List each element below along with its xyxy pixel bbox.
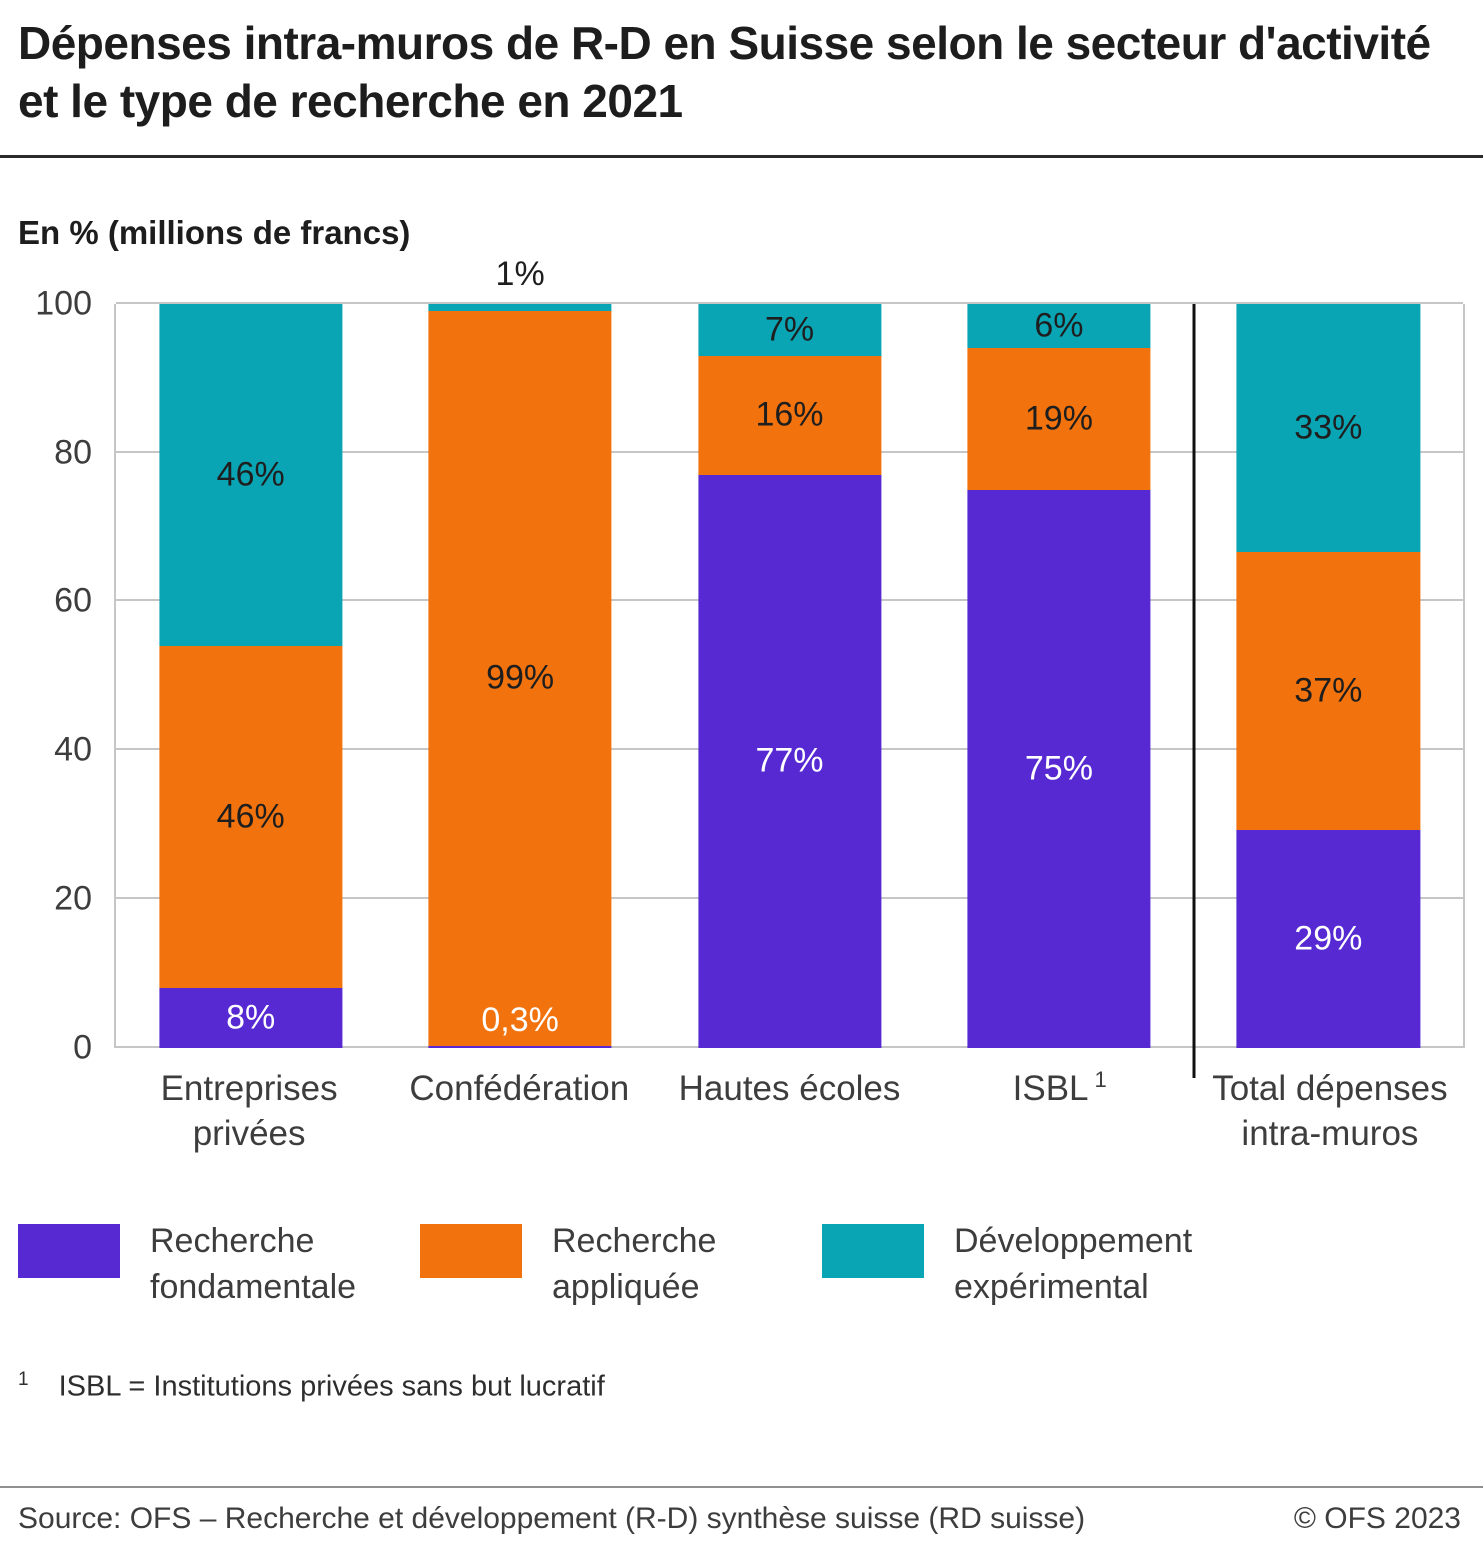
bar-segment [1236, 303, 1420, 552]
bar-segment [428, 303, 612, 312]
footnote-marker: 1 [18, 1368, 29, 1390]
x-label-footnote-marker: 1 [1094, 1067, 1107, 1093]
page-footer: Source: OFS – Recherche et développement… [0, 1486, 1483, 1552]
legend-swatch [822, 1223, 924, 1278]
stacked-bar: 8% 46% 46% [159, 303, 343, 1048]
bar-value-label: 46% [216, 797, 285, 836]
bar-value-label: 0,3% [481, 1000, 559, 1039]
footnote: 1 ISBL = Institutions privées sans but lu… [18, 1369, 1465, 1404]
bar-slot: 77% 16% 7% [655, 303, 924, 1048]
x-axis-labels: Entreprises privées Confédération Hautes é… [114, 1066, 1465, 1157]
bar-segment [428, 311, 612, 1046]
y-tick-label: 40 [54, 730, 92, 769]
bar-slot: 29% 37% 33% [1194, 303, 1463, 1048]
bar-segment [159, 303, 343, 647]
x-tick-label: Entreprises privées [160, 1068, 338, 1154]
bar-segment [1236, 551, 1420, 830]
legend-item: Développement expérimental [822, 1219, 1224, 1311]
bar-segment [1236, 829, 1420, 1048]
bar-value-label: 16% [755, 395, 824, 434]
x-tick-label: ISBL 1 [1012, 1067, 1107, 1108]
bar-segment [697, 474, 882, 1048]
bar-segment [697, 303, 882, 356]
bar-slot: 75% 19% 6% [924, 303, 1193, 1048]
bars-layer: 8% 46% 46% 0,3% 99% 1% 77% 16% 7% 75% 19% 6% 29% 37% 3… [116, 255, 1463, 1048]
legend-swatch [18, 1223, 120, 1278]
bar-segment [428, 1045, 612, 1048]
bar-value-label: 75% [1024, 749, 1093, 788]
legend-item: Recherche fondamentale [18, 1219, 420, 1311]
source-text: Source: OFS – Recherche et développement… [18, 1502, 1086, 1535]
bar-segment [967, 348, 1151, 490]
legend-label: Développement expérimental [954, 1221, 1193, 1306]
legend-label: Recherche appliquée [552, 1221, 717, 1306]
bar-segment [697, 355, 882, 475]
gridline [116, 301, 1463, 304]
stacked-bar-chart: 0 20 40 60 80 100 8% 46% 46% 0,3% 99% 1% 77% 16% 7% 75… [18, 255, 1465, 1078]
bar-segment [159, 988, 343, 1048]
bar-segment [967, 303, 1151, 349]
bar-value-label: 99% [486, 658, 555, 697]
legend-item: Recherche appliquée [420, 1219, 822, 1311]
stacked-bar: 77% 16% 7% [697, 303, 882, 1048]
bar-value-label: 37% [1294, 671, 1363, 710]
y-tick-label: 80 [54, 433, 92, 472]
bar-value-label: 33% [1294, 408, 1363, 447]
bar-value-label: 8% [226, 998, 276, 1037]
footnote-text: ISBL = Institutions privées sans but luc… [58, 1370, 605, 1403]
bar-value-label: 77% [755, 741, 824, 780]
x-tick-label: Total dépenses intra-muros [1212, 1068, 1448, 1154]
legend-label: Recherche fondamentale [150, 1221, 357, 1306]
legend: Recherche fondamentale Recherche appliqué… [18, 1219, 1465, 1311]
stacked-bar: 0,3% 99% 1% [428, 255, 612, 1048]
bar-value-label: 6% [1034, 306, 1084, 345]
stacked-bar: 75% 19% 6% [967, 303, 1151, 1048]
bar-value-label: 7% [764, 310, 815, 349]
bar-segment [967, 489, 1151, 1048]
axis-unit-label: En % (millions de francs) [18, 213, 411, 251]
x-tick-label: Hautes écoles [678, 1068, 901, 1108]
bar-slot: 0,3% 99% 1% [385, 255, 654, 1048]
bar-slot: 8% 46% 46% [116, 303, 385, 1048]
bar-value-label: 19% [1024, 399, 1093, 438]
y-tick-label: 20 [54, 879, 92, 918]
y-tick-label: 60 [54, 581, 92, 620]
y-tick-label: 0 [73, 1028, 92, 1067]
plot-area: 8% 46% 46% 0,3% 99% 1% 77% 16% 7% 75% 19% 6% 29% 37% 3… [114, 255, 1465, 1078]
bar-value-label: 46% [216, 455, 285, 494]
title-divider [0, 154, 1483, 158]
bar-segment [159, 646, 343, 989]
legend-swatch [420, 1223, 522, 1278]
bar-value-label: 1% [495, 254, 545, 293]
footer-divider [0, 1486, 1483, 1488]
copyright-text: © OFS 2023 [1293, 1502, 1461, 1535]
x-tick-label: Confédération [409, 1068, 630, 1108]
y-tick-label: 100 [35, 284, 92, 323]
total-separator-line [1192, 303, 1196, 1078]
bar-value-label: 29% [1294, 919, 1363, 958]
stacked-bar: 29% 37% 33% [1236, 303, 1420, 1048]
y-axis: 0 20 40 60 80 100 [18, 284, 114, 1066]
chart-title: Dépenses intra-muros de R-D en Suisse se… [18, 17, 1431, 128]
